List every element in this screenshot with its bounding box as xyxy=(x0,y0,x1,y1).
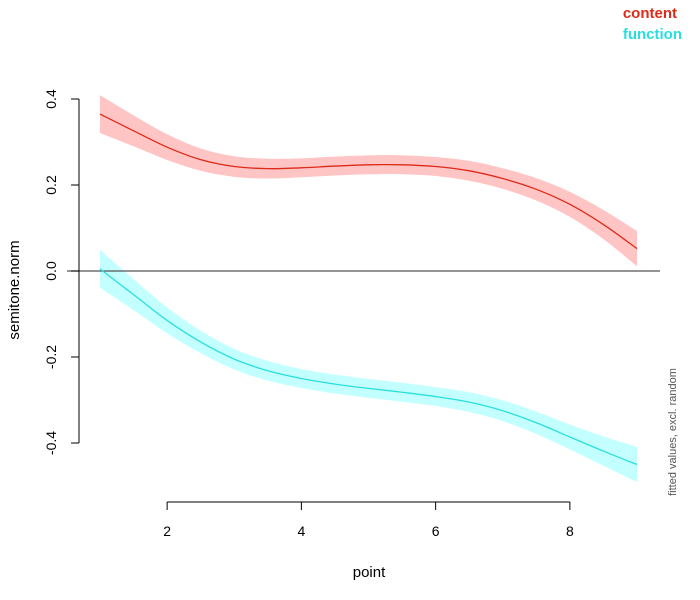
y-tick-label: -0.2 xyxy=(43,345,59,369)
x-tick-label: 2 xyxy=(163,523,171,539)
y-axis: -0.4 -0.2 0.0 0.2 0.4 xyxy=(43,89,80,455)
y-tick-label: -0.4 xyxy=(43,431,59,455)
x-tick-label: 8 xyxy=(566,523,574,539)
y-tick-label: 0.0 xyxy=(43,261,59,281)
series-line-function xyxy=(99,268,638,466)
confidence-band-content xyxy=(100,95,637,267)
x-tick-label: 6 xyxy=(432,523,440,539)
legend-entry-function: function xyxy=(623,26,682,43)
y-tick-label: 0.4 xyxy=(43,89,59,109)
side-note: fitted values, excl. random xyxy=(667,368,679,496)
x-axis: 2 4 6 8 xyxy=(163,501,574,539)
x-axis-title: point xyxy=(353,564,386,581)
x-tick-label: 4 xyxy=(297,523,305,539)
confidence-bands xyxy=(100,95,637,483)
y-tick-label: 0.2 xyxy=(43,175,59,195)
legend: content function xyxy=(623,5,682,43)
series-line-content xyxy=(99,113,638,250)
y-axis-title: semitone.norm xyxy=(6,240,23,339)
legend-entry-content: content xyxy=(623,5,677,22)
confidence-band-function xyxy=(100,249,637,483)
series-lines xyxy=(99,113,638,466)
